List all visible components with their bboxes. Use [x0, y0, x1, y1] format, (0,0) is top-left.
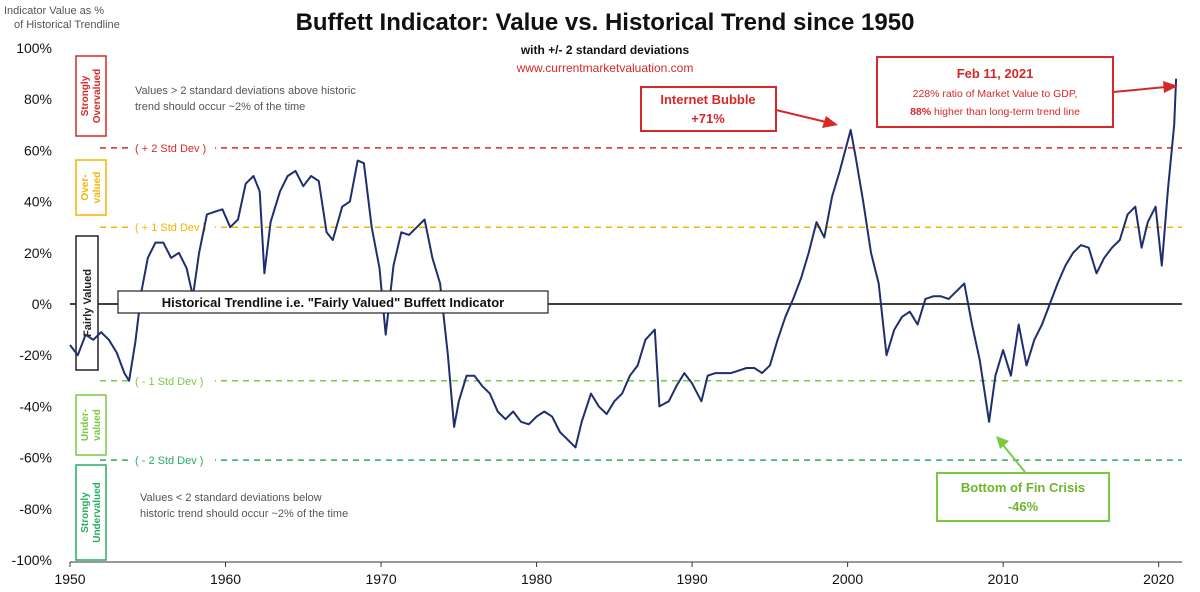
- reference-line-label: ( - 2 Std Dev ): [135, 455, 203, 467]
- y-tick-label: 100%: [16, 40, 52, 56]
- feb-2021-bold-pct: 88%: [910, 106, 932, 118]
- zone-label-group: Strongly Overvalued: [80, 69, 103, 123]
- y-tick-label: -20%: [19, 347, 52, 363]
- reference-label-bg: [133, 138, 215, 157]
- fin-crisis-arrow: [1002, 444, 1026, 473]
- y-tick-label: -100%: [12, 552, 52, 568]
- zone-box: [75, 464, 107, 561]
- chart-title: Buffett Indicator: Value vs. Historical …: [296, 9, 915, 36]
- x-tick-labels: 1950 1960 1970 1980 1990 2000 2010 2020: [54, 562, 1174, 587]
- zone-label-line2: valued: [92, 172, 103, 204]
- y-tick-label: -60%: [19, 450, 52, 466]
- zone-label-line1: Fairly Valued: [82, 269, 94, 337]
- y-tick-label: 60%: [24, 142, 52, 158]
- y-axis-label-line2: of Historical Trendline: [14, 19, 120, 31]
- x-tick-label: 2010: [988, 571, 1019, 587]
- fin-crisis-label: Bottom of Fin Crisis: [961, 480, 1085, 495]
- reference-line-label: ( + 2 Std Dev ): [135, 143, 206, 155]
- y-tick-label: 80%: [24, 91, 52, 107]
- x-tick-label: 1950: [54, 571, 85, 587]
- top-note-line1: Values > 2 standard deviations above his…: [135, 85, 356, 97]
- internet-bubble-annotation: Internet Bubble +71%: [640, 86, 838, 132]
- reference-line-label: ( + 1 Std Dev ): [135, 222, 206, 234]
- chart-source: www.currentmarketvaluation.com: [516, 61, 694, 75]
- zone-label-line1: Strongly: [80, 75, 91, 116]
- y-tick-labels: 100% 80% 60% 40% 20% 0% -20% -40% -60% -80% -100%: [12, 40, 52, 568]
- fin-crisis-annotation: Bottom of Fin Crisis -46%: [936, 436, 1110, 522]
- internet-bubble-label: Internet Bubble: [660, 92, 755, 107]
- zone-label-group: Fairly Valued: [82, 269, 94, 337]
- y-tick-label: -80%: [19, 501, 52, 517]
- feb-2021-arrow: [1112, 86, 1167, 93]
- feb-2021-line2-rest: higher than long-term trend line: [931, 106, 1080, 118]
- internet-bubble-value: +71%: [691, 111, 725, 126]
- zone-label-line1: Under-: [80, 409, 91, 441]
- zone-label-line2: Undervalued: [92, 482, 103, 543]
- series-group: [69, 78, 1178, 449]
- chart-subtitle: with +/- 2 standard deviations: [520, 43, 690, 57]
- feb-2021-line2: 88% higher than long-term trend line: [910, 106, 1080, 118]
- x-tick-label: 2020: [1143, 571, 1174, 587]
- series-line: [69, 78, 1178, 449]
- feb-2021-line1: 228% ratio of Market Value to GDP,: [913, 88, 1078, 100]
- bottom-note-line1: Values < 2 standard deviations below: [140, 492, 322, 504]
- zone-box: [75, 394, 107, 456]
- y-tick-label: -40%: [19, 398, 52, 414]
- trendline-label-box: Historical Trendline i.e. "Fairly Valued…: [117, 290, 549, 314]
- x-tick-label: 1960: [210, 571, 241, 587]
- y-tick-label: 0%: [32, 296, 52, 312]
- zone-box: [75, 235, 99, 371]
- zone-box: [75, 55, 107, 137]
- zone-label-line2: valued: [92, 409, 103, 441]
- reference-lines: ( + 2 Std Dev ) ( + 1 Std Dev ) ( - 1 Std …: [70, 138, 1182, 470]
- y-tick-label: 20%: [24, 245, 52, 261]
- internet-bubble-arrowhead: [822, 116, 838, 128]
- feb-2021-arrowhead: [1163, 81, 1178, 93]
- zone-box: [75, 159, 107, 216]
- y-tick-label: 40%: [24, 194, 52, 210]
- feb-2021-annotation: Feb 11, 2021 228% ratio of Market Value …: [876, 56, 1178, 128]
- zone-label-line1: Strongly: [80, 492, 91, 533]
- top-note-line2: trend should occur ~2% of the time: [135, 101, 305, 113]
- fin-crisis-arrowhead: [996, 436, 1009, 449]
- zone-label-group: Over-valued: [80, 172, 103, 204]
- reference-label-bg: [133, 371, 215, 390]
- bottom-note-line2: historic trend should occur ~2% of the t…: [140, 508, 348, 520]
- y-axis-label-line1: Indicator Value as %: [4, 5, 104, 17]
- x-tick-label: 1980: [521, 571, 552, 587]
- x-tick-label: 1970: [365, 571, 396, 587]
- zone-label-group: Under-valued: [80, 409, 103, 441]
- x-tick-label: 1990: [677, 571, 708, 587]
- feb-2021-title: Feb 11, 2021: [957, 66, 1034, 81]
- zone-label-line1: Over-: [80, 174, 91, 200]
- reference-label-bg: [133, 451, 215, 470]
- x-tick-label: 2000: [832, 571, 863, 587]
- zone-label-group: Strongly Undervalued: [80, 482, 103, 543]
- reference-label-bg: [133, 218, 215, 237]
- reference-line-label: ( - 1 Std Dev ): [135, 376, 203, 388]
- trendline-label: Historical Trendline i.e. "Fairly Valued…: [162, 295, 504, 310]
- zone-label-line2: Overvalued: [92, 69, 103, 123]
- fin-crisis-value: -46%: [1008, 499, 1039, 514]
- internet-bubble-arrow: [775, 109, 827, 123]
